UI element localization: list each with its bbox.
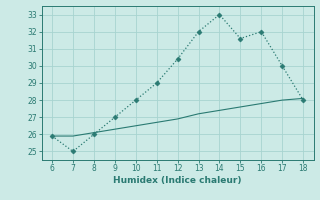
X-axis label: Humidex (Indice chaleur): Humidex (Indice chaleur) xyxy=(113,176,242,185)
